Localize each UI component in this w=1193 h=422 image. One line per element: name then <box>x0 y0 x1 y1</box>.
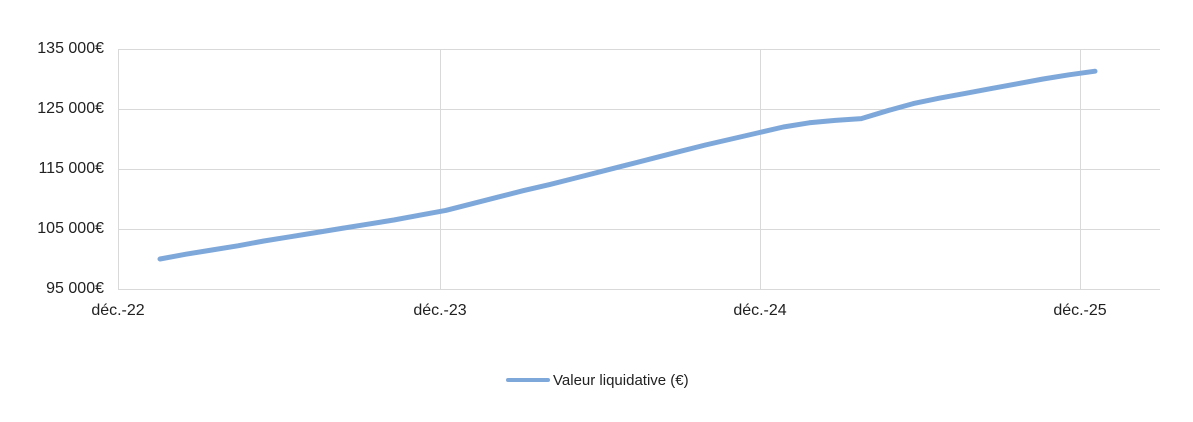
x-tick-label: déc.-23 <box>413 302 467 319</box>
legend-line-swatch-icon <box>506 378 550 382</box>
y-tick-label: 95 000€ <box>46 280 104 297</box>
legend: Valeur liquidative (€) <box>506 370 689 390</box>
y-tick-label: 125 000€ <box>37 100 104 117</box>
x-tick-label: déc.-25 <box>1053 302 1107 319</box>
y-tick-label: 115 000€ <box>38 160 104 177</box>
y-tick-label: 105 000€ <box>37 220 104 237</box>
x-tick-label: déc.-22 <box>91 302 145 319</box>
y-tick-label: 135 000€ <box>37 40 104 57</box>
gridlines <box>118 49 1160 290</box>
legend-label: Valeur liquidative (€) <box>553 371 689 389</box>
series-line-valeur-liquidative <box>157 68 1098 262</box>
x-tick-label: déc.-24 <box>733 302 787 319</box>
